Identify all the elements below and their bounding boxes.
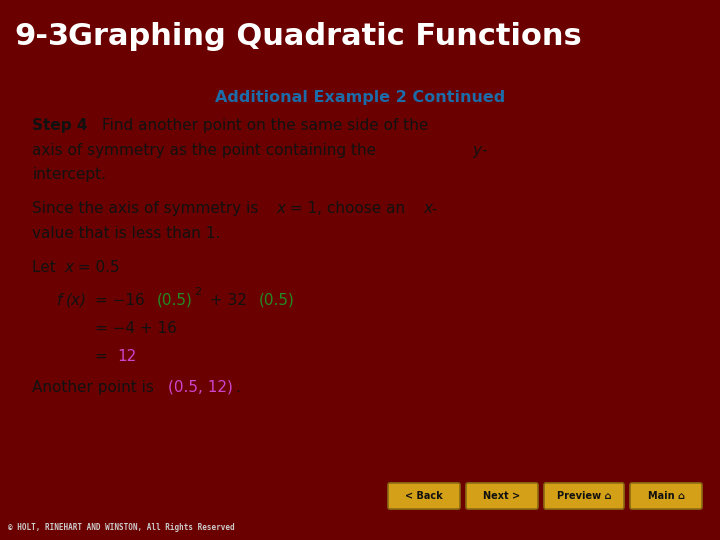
Text: = −4 + 16: = −4 + 16	[94, 321, 176, 336]
Text: Let: Let	[32, 260, 61, 275]
Text: (0.5): (0.5)	[259, 293, 294, 308]
Text: (0.5, 12): (0.5, 12)	[168, 380, 233, 395]
Text: axis of symmetry as the point containing the: axis of symmetry as the point containing…	[32, 143, 382, 158]
Text: = 0.5: = 0.5	[73, 260, 120, 275]
Text: (x): (x)	[66, 293, 87, 308]
Text: =: =	[94, 349, 112, 364]
Text: Main ⌂: Main ⌂	[647, 491, 685, 501]
Text: 9-3: 9-3	[14, 23, 69, 51]
Text: = −16: = −16	[94, 293, 144, 308]
Text: (0.5): (0.5)	[157, 293, 193, 308]
FancyBboxPatch shape	[388, 483, 460, 509]
Text: x: x	[64, 260, 73, 275]
FancyBboxPatch shape	[466, 483, 538, 509]
Text: y: y	[472, 143, 481, 158]
Text: © HOLT, RINEHART AND WINSTON, All Rights Reserved: © HOLT, RINEHART AND WINSTON, All Rights…	[8, 523, 235, 531]
FancyBboxPatch shape	[544, 483, 624, 509]
FancyBboxPatch shape	[630, 483, 702, 509]
Text: .: .	[235, 380, 240, 395]
Text: + 32: + 32	[204, 293, 247, 308]
Text: -: -	[431, 201, 437, 217]
Text: Next >: Next >	[483, 491, 521, 501]
Text: < Back: < Back	[405, 491, 443, 501]
Text: Since the axis of symmetry is: Since the axis of symmetry is	[32, 201, 264, 217]
Text: Step 4: Step 4	[32, 118, 88, 133]
Text: 12: 12	[117, 349, 136, 364]
Text: 2: 2	[194, 287, 202, 296]
Text: x: x	[423, 201, 432, 217]
Text: Find another point on the same side of the: Find another point on the same side of t…	[102, 118, 428, 133]
Text: Graphing Quadratic Functions: Graphing Quadratic Functions	[68, 23, 582, 51]
Text: Another point is: Another point is	[32, 380, 159, 395]
Text: x: x	[276, 201, 285, 217]
Text: value that is less than 1.: value that is less than 1.	[32, 226, 220, 241]
Text: intercept.: intercept.	[32, 167, 107, 182]
Text: Additional Example 2 Continued: Additional Example 2 Continued	[215, 90, 505, 105]
Text: Preview ⌂: Preview ⌂	[557, 491, 611, 501]
Text: -: -	[482, 143, 487, 158]
Text: = 1, choose an: = 1, choose an	[285, 201, 410, 217]
Text: f: f	[57, 293, 62, 308]
